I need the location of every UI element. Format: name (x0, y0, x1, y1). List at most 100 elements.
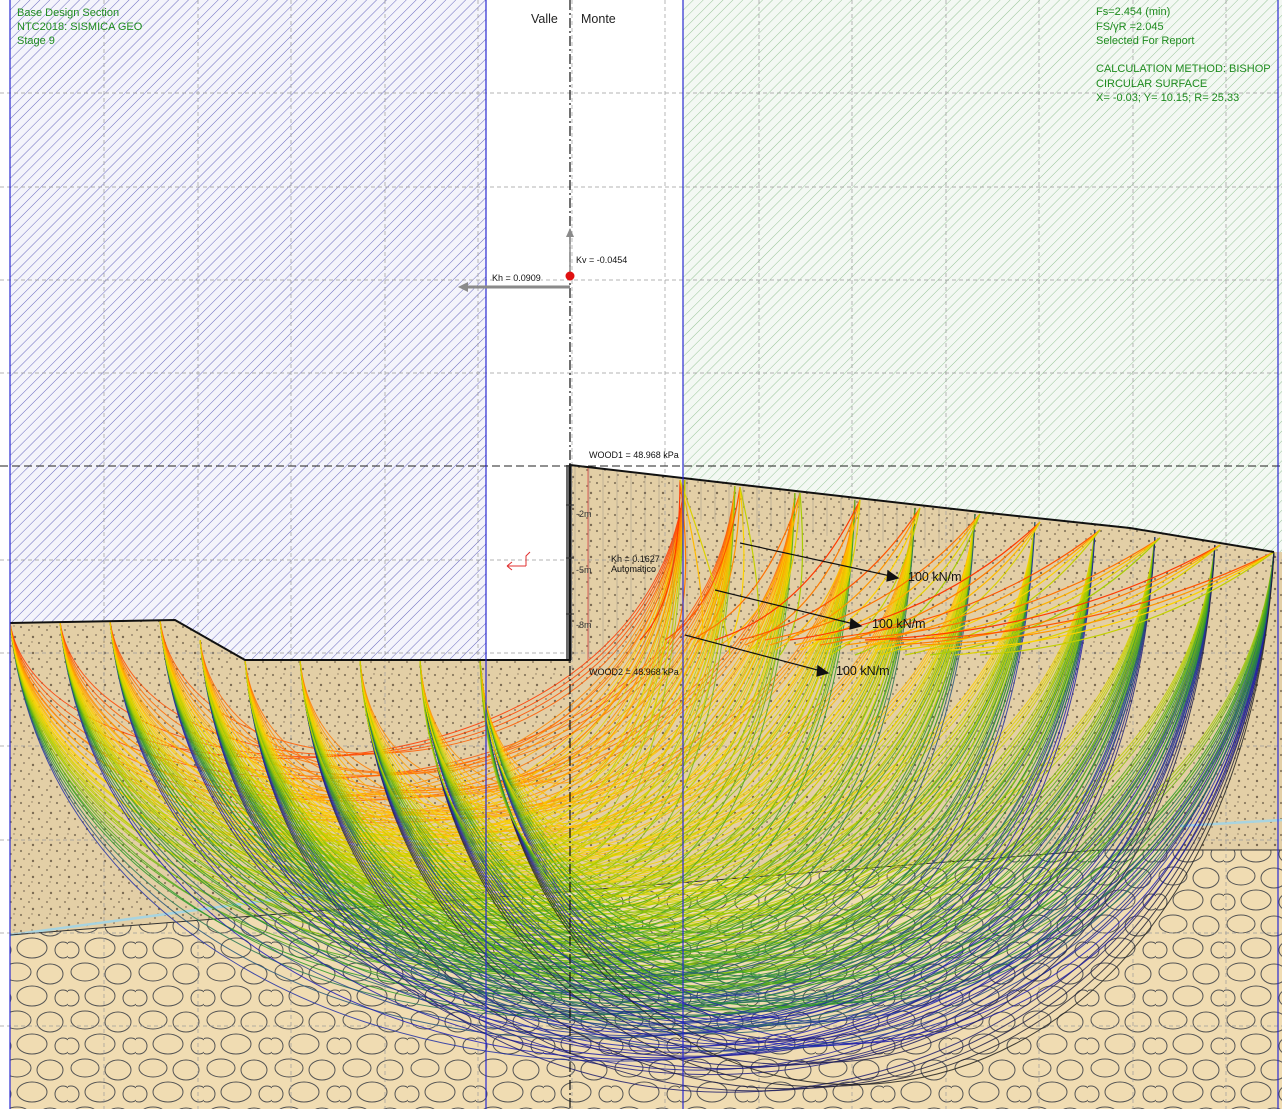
slip-arc (299, 551, 1275, 1092)
slip-arc (159, 479, 686, 754)
slip-arc (479, 479, 686, 784)
slip-arc (419, 544, 1216, 983)
slip-arc (199, 551, 1275, 993)
slip-arc-short (724, 486, 745, 651)
slip-arc (199, 479, 686, 814)
slip-arc (199, 544, 1216, 1012)
section-title: Base Design Section (17, 7, 120, 19)
slip-arc (479, 485, 736, 804)
slip-arc-short (779, 492, 804, 656)
slip-arc (479, 479, 686, 865)
slip-arc (299, 544, 1216, 1070)
slip-arc (244, 492, 796, 874)
slip-arc (109, 521, 1036, 928)
slip-arc (479, 492, 796, 826)
slip-arc-short (879, 521, 1041, 656)
slip-arc (479, 551, 1275, 1044)
slip-arc-short (824, 513, 981, 651)
slip-arc (199, 499, 856, 878)
slip-arc (359, 492, 796, 830)
valle-label: Valle (531, 12, 558, 26)
slip-arc (419, 513, 976, 894)
slip-arc (479, 507, 916, 870)
slip-arc-short (794, 513, 981, 646)
slip-arc-short (924, 544, 1221, 651)
slip-arc (9, 529, 1096, 995)
slip-arc-short (664, 486, 741, 641)
slip-arc (159, 492, 796, 797)
slip-arc (359, 529, 1096, 982)
surface-type: CIRCULAR SURFACE (1096, 78, 1208, 90)
slip-arc-short (764, 513, 981, 641)
slip-arc (244, 507, 916, 959)
slip-arc (359, 485, 736, 809)
slip-arc (419, 499, 856, 850)
slip-arc (59, 536, 1156, 933)
slip-arc (479, 521, 1036, 914)
slip-arc (419, 492, 796, 828)
slip-arc (109, 485, 736, 776)
slip-arc (479, 544, 1216, 1063)
slip-arc (109, 551, 1275, 1018)
seismic-kh-arrow (458, 282, 570, 292)
slip-arc (199, 536, 1156, 949)
red-marker-icon (506, 551, 531, 571)
slip-arc (199, 544, 1216, 971)
phreatic-line-right (1179, 818, 1282, 828)
slip-arc (419, 507, 916, 872)
depth-ticks (566, 504, 574, 615)
fs-min-value: Fs=2.454 (min) (1096, 6, 1171, 18)
slip-arc (159, 544, 1216, 952)
slip-arc (9, 544, 1216, 999)
slip-arc (359, 536, 1156, 963)
slip-arc (419, 485, 736, 806)
slip-arc (244, 513, 976, 941)
slip-arc (419, 485, 736, 847)
wood2-pressure-label: WOOD2 = 48.968 kPa (589, 667, 679, 677)
slip-arc (419, 536, 1156, 1043)
slip-arc (299, 479, 686, 790)
slip-arc (199, 551, 1275, 1076)
slip-arc (359, 499, 856, 893)
slip-arc (419, 529, 1096, 1021)
slip-arc-short (904, 529, 1101, 656)
slip-arc (199, 513, 976, 882)
slip-arc-short (954, 544, 1221, 656)
slip-arc (59, 551, 1275, 1060)
slip-arc (199, 521, 1036, 904)
slip-arc-short (804, 499, 861, 656)
slip-arc (419, 544, 1216, 1065)
slip-arc (479, 492, 796, 908)
slip-arc-short (814, 529, 1101, 641)
slip-arc (109, 544, 1216, 995)
load-arrows (684, 542, 900, 677)
load-label-2: 100 kN/m (872, 617, 926, 631)
slip-arc-short (789, 521, 1041, 641)
slip-arc (159, 485, 736, 816)
stage-label: Stage 9 (17, 35, 55, 47)
slip-arc-short (639, 479, 681, 641)
slip-arc-short (744, 499, 861, 646)
slip-arc (359, 485, 736, 890)
slip-arc (419, 536, 1156, 1002)
slip-arc (419, 499, 856, 891)
selected-for-report: Selected For Report (1096, 35, 1195, 47)
slip-arc (159, 499, 856, 819)
slip-arc (359, 507, 916, 874)
seismic-origin-point[interactable] (565, 271, 575, 281)
slip-arc-short (694, 486, 741, 646)
slip-arc (199, 499, 856, 837)
slip-arc (9, 536, 1156, 976)
slip-arc (299, 507, 916, 876)
load-label-1: 100 kN/m (908, 570, 962, 584)
slip-arc-short (839, 537, 1161, 641)
slip-arc (299, 499, 856, 854)
slip-arc (9, 551, 1275, 980)
slip-arc (359, 544, 1216, 1067)
slip-arc (479, 485, 736, 886)
slip-arc (419, 479, 686, 786)
slip-arc (479, 536, 1156, 1000)
slip-arc (479, 513, 976, 892)
